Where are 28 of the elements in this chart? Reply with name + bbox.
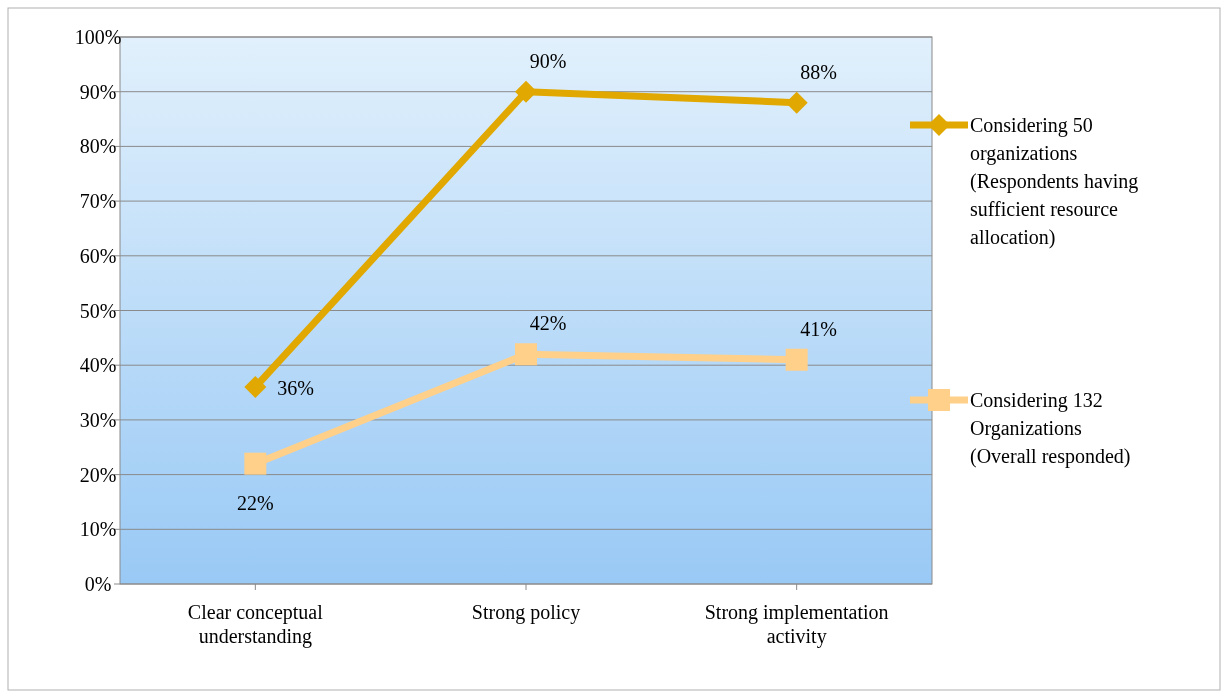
y-tick-label: 70% xyxy=(79,190,117,213)
y-tick-label: 80% xyxy=(79,135,117,158)
y-tick-label: 30% xyxy=(79,408,117,431)
data-label: 90% xyxy=(529,49,567,72)
data-label: 36% xyxy=(277,377,315,400)
x-tick-label: Strong implementation activity xyxy=(704,601,889,648)
legend-label: Considering 50 organizations (Respondents having sufficient resource allocation) xyxy=(970,114,1139,249)
y-tick-label: 50% xyxy=(79,299,117,322)
y-tick-label: 90% xyxy=(79,80,117,103)
y-tick-label: 60% xyxy=(79,244,117,267)
y-tick-label: 0% xyxy=(84,573,112,595)
y-tick-label: 40% xyxy=(79,354,117,377)
y-tick-label: 10% xyxy=(79,518,117,541)
x-tick-label: Clear conceptual understanding xyxy=(187,601,324,648)
data-label: 42% xyxy=(529,312,567,335)
point xyxy=(515,80,537,103)
x-tick-label: Strong policy xyxy=(471,601,581,624)
legend-label: Considering 132 Organizations (Overall responded) xyxy=(970,389,1131,468)
point xyxy=(244,452,267,475)
data-label: 41% xyxy=(800,317,837,340)
y-tick-label: 20% xyxy=(79,463,117,486)
y-tick-label: 100% xyxy=(74,26,122,48)
point xyxy=(244,376,267,399)
point xyxy=(515,343,537,366)
point xyxy=(785,348,808,371)
data-label: 22% xyxy=(237,491,274,514)
data-label: 88% xyxy=(800,60,837,83)
point xyxy=(785,91,808,114)
